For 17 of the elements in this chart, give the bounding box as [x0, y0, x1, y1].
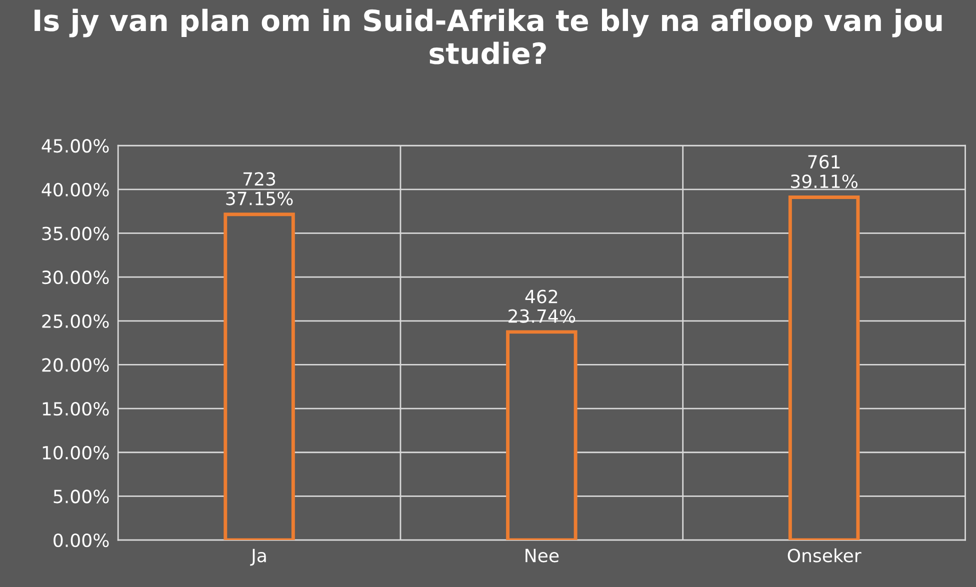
y-tick-label: 10.00%	[42, 446, 109, 460]
data-label: 723 37.15%	[226, 172, 293, 206]
y-tick-label: 30.00%	[42, 270, 109, 284]
y-tick-label: 5.00%	[54, 490, 109, 504]
x-tick-label: Nee	[526, 548, 559, 562]
data-label: 761 39.11%	[791, 154, 858, 188]
y-tick-label: 20.00%	[42, 358, 109, 372]
y-tick-label: 0.00%	[54, 534, 109, 548]
y-tick-label: 15.00%	[42, 402, 109, 416]
y-tick-label: 25.00%	[42, 314, 109, 328]
data-label: 462 23.74%	[508, 290, 576, 323]
y-tick-label: 35.00%	[42, 226, 109, 240]
y-tick-label: 40.00%	[42, 182, 109, 197]
x-tick-label: Ja	[250, 548, 266, 566]
x-tick-label: Onseker	[788, 548, 862, 562]
y-tick-label: 45.00%	[42, 139, 109, 153]
chart-title: Is jy van plan om in Suid-Afrika te bly na afloop van jou studie?	[34, 8, 942, 64]
